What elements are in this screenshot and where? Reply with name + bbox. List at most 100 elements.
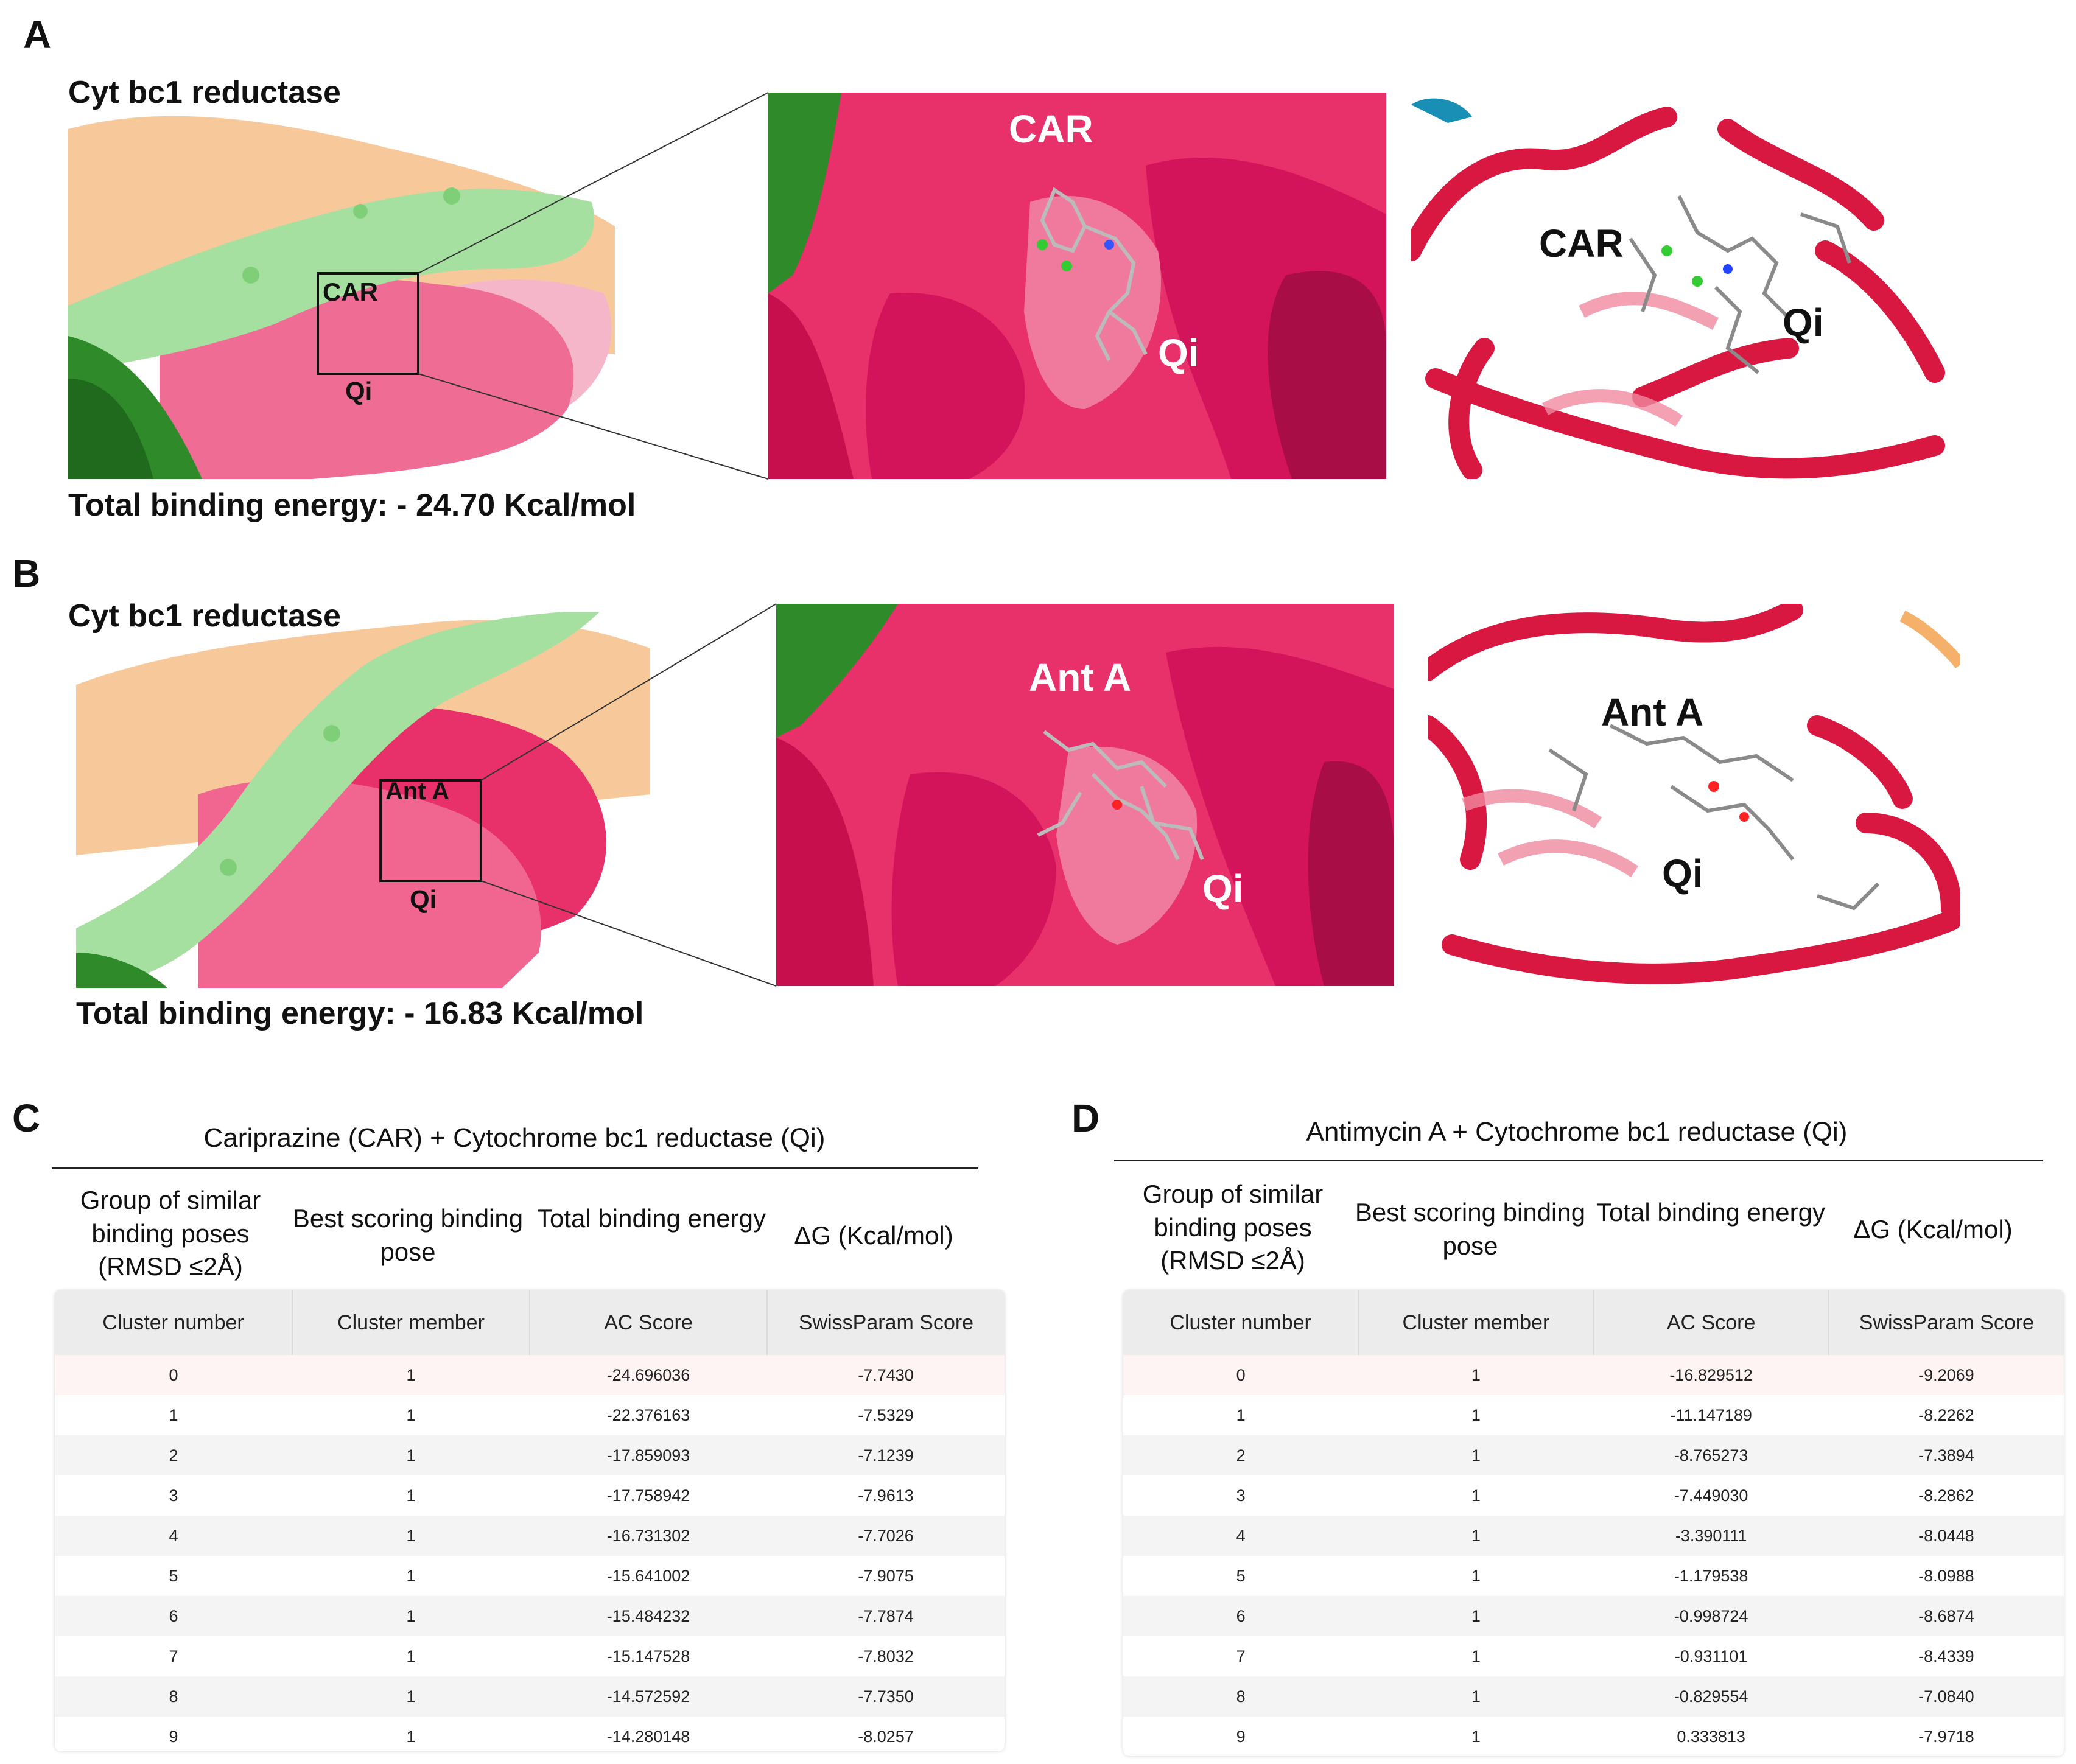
cell: 1	[1358, 1435, 1594, 1475]
cell: -0.931101	[1593, 1636, 1829, 1676]
cell: 1	[1358, 1556, 1594, 1596]
cell: 2	[55, 1435, 292, 1475]
cell: 5	[55, 1556, 292, 1596]
cell: -7.7350	[767, 1676, 1005, 1717]
panel-a-zoom-image: CAR Qi	[768, 93, 1386, 479]
cell: -8.0988	[1828, 1556, 2064, 1596]
cell: 9	[1123, 1717, 1359, 1756]
table-row: 6 1 -15.484232 -7.7874	[55, 1596, 1005, 1636]
cell: -7.3894	[1828, 1435, 2064, 1475]
a-box-ligand-label: CAR	[323, 278, 378, 306]
cell: -8.6874	[1828, 1596, 2064, 1636]
cell: 1	[1358, 1355, 1594, 1395]
panel-a-ribbon-image: CAR Qi	[1411, 93, 1946, 479]
table-c-header-best: Best scoring binding pose	[292, 1204, 524, 1266]
cell: -8.765273	[1593, 1435, 1829, 1475]
cell: -8.0448	[1828, 1516, 2064, 1556]
table-row: 5 1 -1.179538 -8.0988	[1123, 1556, 2064, 1596]
cell: 1	[292, 1556, 530, 1596]
cell: -22.376163	[530, 1395, 767, 1435]
panel-a-title: Cyt bc1 reductase	[68, 75, 341, 110]
table-c-col-ac-score[interactable]: AC Score	[530, 1290, 768, 1355]
panel-b-overview-image: Ant A Qi	[76, 612, 650, 988]
table-row: 6 1 -0.998724 -8.6874	[1123, 1596, 2064, 1636]
table-row: 3 1 -7.449030 -8.2862	[1123, 1475, 2064, 1516]
table-row: 9 1 -14.280148 -8.0257	[55, 1717, 1005, 1751]
table-d-col-cluster-member[interactable]: Cluster member	[1358, 1290, 1594, 1355]
cell: -7.7026	[767, 1516, 1005, 1556]
cell: -17.859093	[530, 1435, 767, 1475]
table-d-col-ac-score[interactable]: AC Score	[1593, 1290, 1829, 1355]
cell: -14.280148	[530, 1717, 767, 1751]
panel-b-zoom-image: Ant A Qi	[776, 604, 1394, 986]
cell: 1	[292, 1475, 530, 1516]
a-zoom-site-label: Qi	[1158, 331, 1199, 375]
cell: -14.572592	[530, 1676, 767, 1717]
a-zoom-ligand-label: CAR	[1009, 107, 1093, 151]
panel-b-energy: Total binding energy: - 16.83 Kcal/mol	[76, 996, 644, 1031]
cell: 1	[1358, 1676, 1594, 1717]
table-row: 4 1 -16.731302 -7.7026	[55, 1516, 1005, 1556]
table-d-header-energy: Total binding energy	[1596, 1198, 1825, 1227]
table-d-column-headers: Cluster number Cluster member AC Score S…	[1123, 1290, 2064, 1355]
table-c-col-cluster-member[interactable]: Cluster member	[292, 1290, 530, 1355]
cell: -9.2069	[1828, 1355, 2064, 1395]
a-box-site-label: Qi	[345, 377, 372, 405]
cell: -8.2262	[1828, 1395, 2064, 1435]
cell: -15.484232	[530, 1596, 767, 1636]
table-row: 8 1 -0.829554 -7.0840	[1123, 1676, 2064, 1717]
table-row: 5 1 -15.641002 -7.9075	[55, 1556, 1005, 1596]
cell: -16.829512	[1593, 1355, 1829, 1395]
cell: 1	[292, 1395, 530, 1435]
cell: 1	[292, 1676, 530, 1717]
cell: 1	[292, 1596, 530, 1636]
table-row: 0 1 -24.696036 -7.7430	[55, 1355, 1005, 1395]
cell: -7.8032	[767, 1636, 1005, 1676]
table-row: 4 1 -3.390111 -8.0448	[1123, 1516, 2064, 1556]
cell: -7.7430	[767, 1355, 1005, 1395]
table-c: Cluster number Cluster member AC Score S…	[55, 1290, 1005, 1751]
table-row: 7 1 -0.931101 -8.4339	[1123, 1636, 2064, 1676]
table-c-rule	[52, 1167, 978, 1169]
cell: 0	[55, 1355, 292, 1395]
panel-a-zoom-lines	[418, 92, 769, 480]
table-c-header-dg: ΔG (Kcal/mol)	[794, 1221, 953, 1250]
panel-letter-a: A	[23, 13, 52, 57]
cell: -11.147189	[1593, 1395, 1829, 1435]
cell: 4	[1123, 1516, 1359, 1556]
cell: 1	[292, 1516, 530, 1556]
table-c-col-cluster-number[interactable]: Cluster number	[55, 1290, 293, 1355]
table-row: 9 1 0.333813 -7.9718	[1123, 1717, 2064, 1756]
cell: 8	[55, 1676, 292, 1717]
table-d-col-cluster-number[interactable]: Cluster number	[1123, 1290, 1359, 1355]
cell: -7.7874	[767, 1596, 1005, 1636]
cell: 1	[1358, 1596, 1594, 1636]
cell: -7.5329	[767, 1395, 1005, 1435]
table-d-col-swissparam-score[interactable]: SwissParam Score	[1828, 1290, 2064, 1355]
cell: 8	[1123, 1676, 1359, 1717]
a-ribbon-site-label: Qi	[1783, 301, 1824, 345]
panel-a-energy: Total binding energy: - 24.70 Kcal/mol	[68, 488, 636, 523]
cell: 1	[292, 1717, 530, 1751]
cell: 1	[292, 1435, 530, 1475]
table-row: 1 1 -11.147189 -8.2262	[1123, 1395, 2064, 1435]
cell: 6	[55, 1596, 292, 1636]
cell: -16.731302	[530, 1516, 767, 1556]
table-c-header-energy: Total binding energy	[537, 1204, 766, 1233]
table-d-header-group: Group of similar binding poses (RMSD ≤2Å…	[1142, 1180, 1324, 1275]
cell: -8.0257	[767, 1717, 1005, 1751]
b-box-ligand-label: Ant A	[385, 778, 449, 805]
cell: -1.179538	[1593, 1556, 1829, 1596]
cell: 1	[1358, 1636, 1594, 1676]
table-c-col-swissparam-score[interactable]: SwissParam Score	[767, 1290, 1005, 1355]
table-c-header-group: Group of similar binding poses (RMSD ≤2Å…	[80, 1186, 261, 1281]
cell: -7.9613	[767, 1475, 1005, 1516]
panel-a-overview-image: CAR Qi	[68, 93, 615, 479]
table-row: 7 1 -15.147528 -7.8032	[55, 1636, 1005, 1676]
cell: 1	[292, 1636, 530, 1676]
cell: 4	[55, 1516, 292, 1556]
cell: -7.1239	[767, 1435, 1005, 1475]
cell: 5	[1123, 1556, 1359, 1596]
table-d-header-best: Best scoring binding pose	[1355, 1198, 1586, 1260]
cell: -8.4339	[1828, 1636, 2064, 1676]
